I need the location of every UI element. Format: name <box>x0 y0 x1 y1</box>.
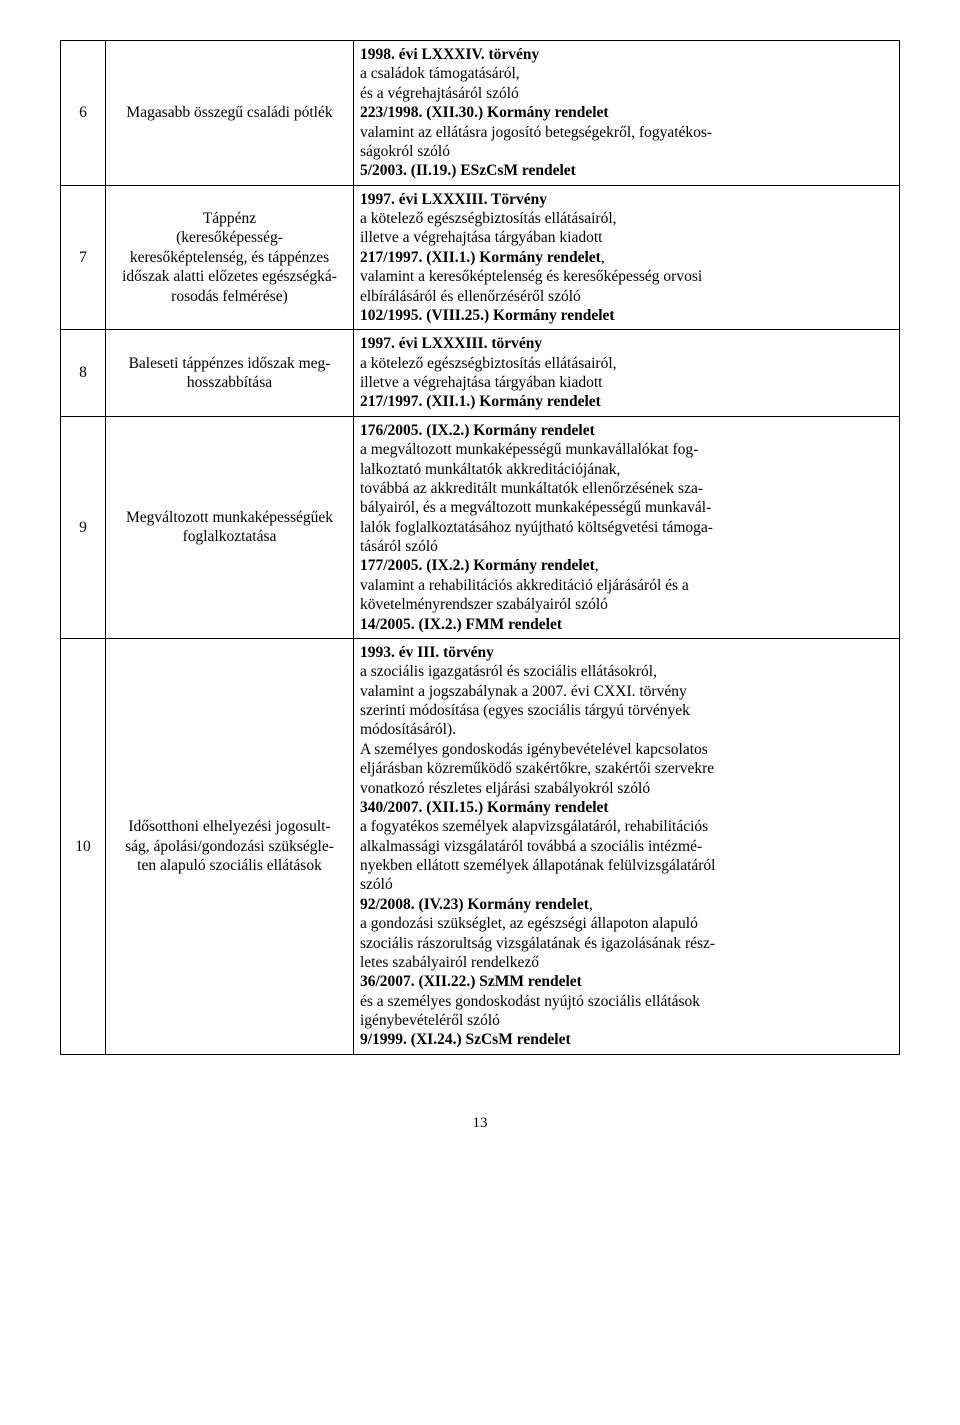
row-number: 8 <box>61 330 106 417</box>
row-description: Baleseti táppénzes időszak meg-hosszabbí… <box>106 330 354 417</box>
row-number: 10 <box>61 638 106 1054</box>
row-number: 6 <box>61 41 106 186</box>
row-law: 176/2005. (IX.2.) Kormány rendeleta megv… <box>354 416 900 638</box>
page-number: 13 <box>60 1115 900 1132</box>
row-number: 9 <box>61 416 106 638</box>
row-law: 1993. év III. törvénya szociális igazgat… <box>354 638 900 1054</box>
table-row: 7Táppénz(keresőképesség-keresőképtelensé… <box>61 185 900 330</box>
row-law: 1997. évi LXXXIII. törvénya kötelező egé… <box>354 330 900 417</box>
table-row: 9Megváltozott munkaképességűekfoglalkozt… <box>61 416 900 638</box>
row-description: Idősotthoni elhelyezési jogosult-ság, áp… <box>106 638 354 1054</box>
law-table: 6Magasabb összegű családi pótlék1998. év… <box>60 40 900 1055</box>
row-description: Magasabb összegű családi pótlék <box>106 41 354 186</box>
row-law: 1997. évi LXXXIII. Törvénya kötelező egé… <box>354 185 900 330</box>
table-row: 10Idősotthoni elhelyezési jogosult-ság, … <box>61 638 900 1054</box>
row-description: Táppénz(keresőképesség-keresőképtelenség… <box>106 185 354 330</box>
law-table-body: 6Magasabb összegű családi pótlék1998. év… <box>61 41 900 1055</box>
table-row: 6Magasabb összegű családi pótlék1998. év… <box>61 41 900 186</box>
table-row: 8Baleseti táppénzes időszak meg-hosszabb… <box>61 330 900 417</box>
row-description: Megváltozott munkaképességűekfoglalkozta… <box>106 416 354 638</box>
row-law: 1998. évi LXXXIV. törvénya családok támo… <box>354 41 900 186</box>
row-number: 7 <box>61 185 106 330</box>
